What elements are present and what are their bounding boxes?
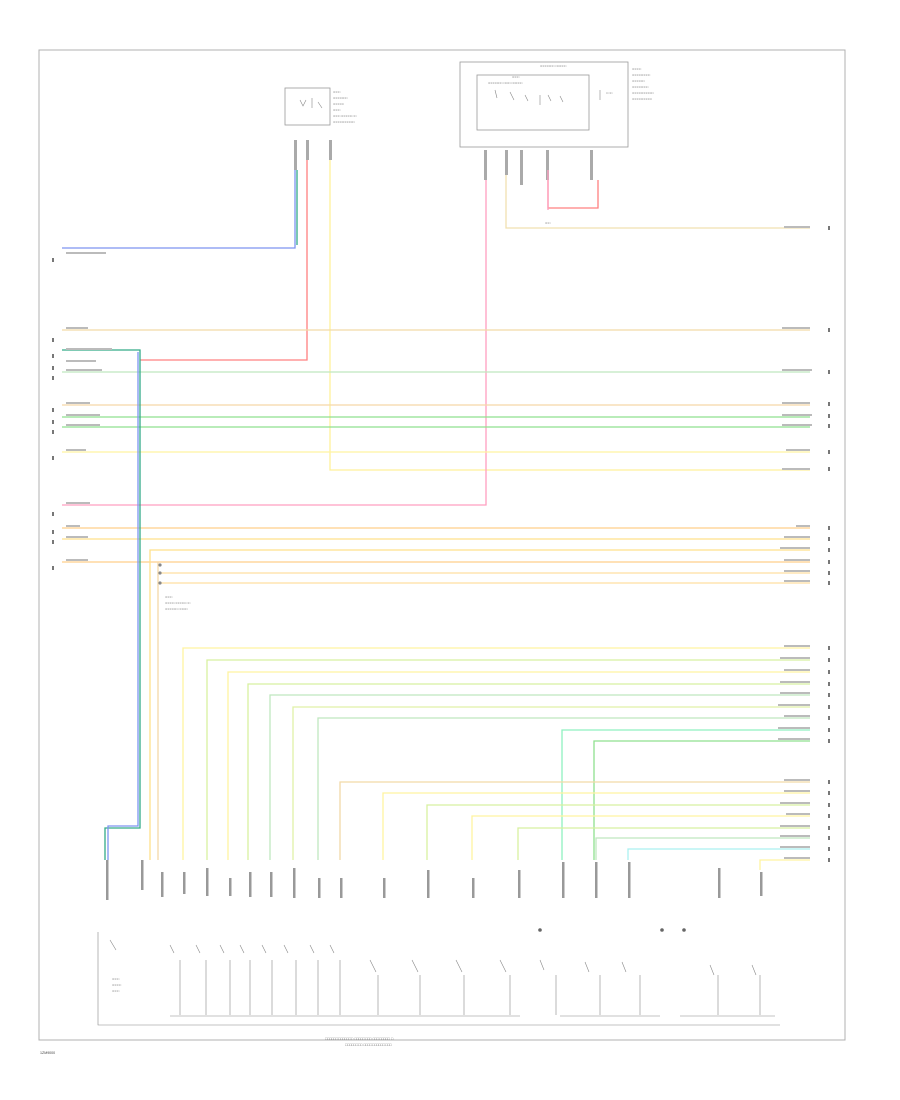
svg-text:□□□: □□□ <box>545 221 551 225</box>
svg-text:□□□□□□□□□□□□: □□□□□□□□□□□□ <box>632 91 654 95</box>
wire-red-loop <box>547 180 599 209</box>
svg-text:□□□□: □□□□ <box>512 75 519 79</box>
svg-text:□□□□□□□□□□□□: □□□□□□□□□□□□ <box>333 120 355 124</box>
mid-bus-lines: □□□□ □□□□□ □□□□□□ □□ □□□□□□□ □□□□□ <box>149 549 810 860</box>
wire-blue-left <box>107 352 139 860</box>
top-component-left: □□□□ □□□□□□□□ □□□□□□ □□□□ □□□□ □□□□□□ □□… <box>284 87 357 126</box>
wire-blue-top <box>62 170 296 249</box>
bottom-component: □□□□ □□□□□ □□□□ □□□□□□□□□□□□□ □□□□□□□□ □… <box>97 928 780 1047</box>
svg-text:□□□□: □□□□ <box>333 108 340 112</box>
wire-red-top <box>140 160 308 361</box>
bottom-pin-labels <box>106 860 763 900</box>
left-pin-labels <box>52 258 54 570</box>
svg-text:□□□□□□□: □□□□□□□ <box>632 79 645 83</box>
top-component-right: □□□□□□□□ □□□□□□ □□□□ □□□□□□□□ □□□□ □□□□□… <box>459 61 654 148</box>
wire-pink-top <box>62 180 487 506</box>
svg-text:□□□□□□□□: □□□□□□□□ <box>333 96 348 100</box>
svg-text:□□□□□: □□□□□ <box>112 983 121 987</box>
svg-text:□□□□□□□□ □□□□ □□□□□□: □□□□□□□□ □□□□ □□□□□□ <box>488 81 522 85</box>
svg-text:□□□□□□□□ □□□□□□: □□□□□□□□ □□□□□□ <box>540 64 566 68</box>
svg-text:□□□□□ □□□□□□ □□: □□□□□ □□□□□□ □□ <box>165 601 190 605</box>
wire-yellow-top <box>329 160 810 471</box>
svg-text:□□□□□□□□ □□□□□□□□□□□□□: □□□□□□□□ □□□□□□□□□□□□□ <box>345 1043 392 1047</box>
diagram-border <box>38 49 846 1041</box>
svg-text:□□□□: □□□□ <box>333 90 340 94</box>
lower-wires <box>182 647 810 870</box>
svg-text:□□□□□□□□□□□□□ □□□□□□□□ □□□□□□□: □□□□□□□□□□□□□ □□□□□□□□ □□□□□□□□ □ <box>325 1037 394 1041</box>
top-pin-labels <box>294 140 593 185</box>
wire-tan-top <box>505 175 810 229</box>
svg-text:□□□□: □□□□ <box>112 977 119 981</box>
svg-text:□□□□ □□□□□□ □□: □□□□ □□□□□□ □□ <box>333 114 357 118</box>
svg-text:□□□□: □□□□ <box>112 989 119 993</box>
right-pin-labels <box>828 226 830 862</box>
wire-label-marks <box>66 226 812 859</box>
svg-text:□□□□: □□□□ <box>165 595 172 599</box>
horizontal-bus <box>62 329 810 563</box>
svg-text:□□□□□□□□□: □□□□□□□□□ <box>632 85 648 89</box>
svg-text:□□□□□□□□□□: □□□□□□□□□□ <box>632 73 650 77</box>
footer-code: 1ZM9000 <box>40 1051 55 1055</box>
svg-text:□□□□□□: □□□□□□ <box>333 102 344 106</box>
svg-text:□ □□: □ □□ <box>606 91 612 95</box>
svg-text:□□□□□□□ □□□□□: □□□□□□□ □□□□□ <box>165 607 188 611</box>
svg-text:□□□□□□□□□□□: □□□□□□□□□□□ <box>632 97 652 101</box>
svg-text:□□□□□: □□□□□ <box>632 67 641 71</box>
wire-teal-left <box>62 349 141 860</box>
